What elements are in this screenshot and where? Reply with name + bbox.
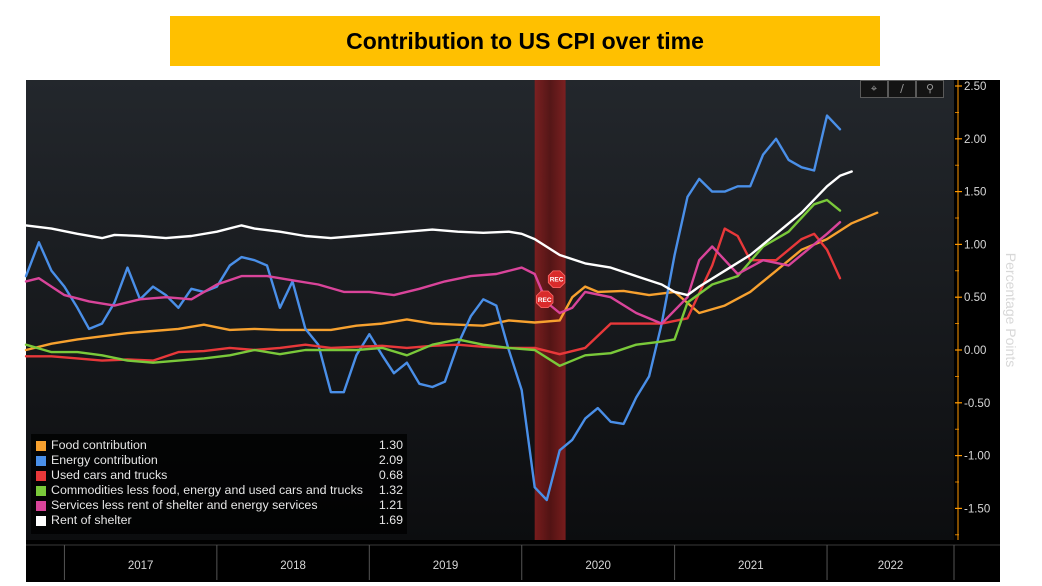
y-axis-label: Percentage Points xyxy=(1003,253,1019,367)
y-tick-label: -1.00 xyxy=(964,451,990,463)
pencil-icon[interactable]: ∕ xyxy=(888,80,916,98)
y-tick-label: 2.50 xyxy=(964,81,986,93)
recession-band xyxy=(534,80,566,540)
magnifier-icon[interactable]: ⚲ xyxy=(916,80,944,98)
legend-series-name: Commodities less food, energy and used c… xyxy=(51,483,363,497)
legend-swatch xyxy=(36,501,46,511)
y-tick-label: -0.50 xyxy=(964,398,990,410)
y-tick-label: 0.00 xyxy=(964,345,986,357)
x-tick-label: 2020 xyxy=(585,560,611,572)
recession-marker-label: REC xyxy=(538,297,552,304)
series-line xyxy=(24,198,842,367)
legend-item: Rent of shelter 1.69 xyxy=(31,513,407,528)
chart-title-banner: Contribution to US CPI over time xyxy=(170,16,880,66)
legend-item: Services less rent of shelter and energy… xyxy=(31,498,407,513)
legend-series-value: 1.32 xyxy=(378,483,403,497)
x-tick-label: 2018 xyxy=(280,560,306,572)
series-line xyxy=(24,227,842,362)
legend-item: Food contribution 1.30 xyxy=(31,438,407,453)
legend-swatch xyxy=(36,516,46,526)
y-axis-panel xyxy=(954,80,1000,540)
legend-item: Commodities less food, energy and used c… xyxy=(31,483,407,498)
recession-marker xyxy=(536,290,554,309)
legend-series-value: 1.69 xyxy=(378,513,403,527)
series-line xyxy=(24,114,842,502)
recession-marker xyxy=(547,270,566,289)
legend-series-value: 0.68 xyxy=(378,468,403,482)
x-tick-label: 2021 xyxy=(738,560,764,572)
legend-series-name: Used cars and trucks xyxy=(51,468,168,482)
legend-series-name: Rent of shelter xyxy=(51,513,132,527)
y-tick-label: 2.00 xyxy=(964,134,986,146)
y-tick-label: 1.00 xyxy=(964,239,986,251)
legend-series-value: 1.30 xyxy=(378,438,403,452)
series-line xyxy=(24,220,842,325)
legend-series-name: Food contribution xyxy=(51,438,147,452)
crosshair-icon[interactable]: ⌖ xyxy=(860,80,888,98)
legend-item: Used cars and trucks 0.68 xyxy=(31,468,407,483)
legend-swatch xyxy=(36,486,46,496)
chart-title: Contribution to US CPI over time xyxy=(346,27,704,54)
legend-series-value: 2.09 xyxy=(378,453,403,467)
y-tick-label: -1.50 xyxy=(964,503,990,515)
x-tick-label: 2019 xyxy=(433,560,459,572)
legend-series-name: Services less rent of shelter and energy… xyxy=(51,498,318,512)
series-line xyxy=(24,211,879,352)
legend-item: Energy contribution 2.09 xyxy=(31,453,407,468)
series-line xyxy=(24,170,853,297)
legend-swatch xyxy=(36,471,46,481)
legend: Food contribution 1.30 Energy contribution… xyxy=(31,434,407,534)
legend-series-name: Energy contribution xyxy=(51,453,158,467)
legend-swatch xyxy=(36,456,46,466)
y-tick-label: 1.50 xyxy=(964,187,986,199)
x-axis-panel xyxy=(26,540,1000,582)
legend-swatch xyxy=(36,441,46,451)
recession-marker-label: REC xyxy=(550,277,564,284)
legend-series-value: 1.21 xyxy=(378,498,403,512)
x-tick-label: 2022 xyxy=(878,560,904,572)
y-tick-label: 0.50 xyxy=(964,292,986,304)
x-tick-label: 2017 xyxy=(128,560,154,572)
